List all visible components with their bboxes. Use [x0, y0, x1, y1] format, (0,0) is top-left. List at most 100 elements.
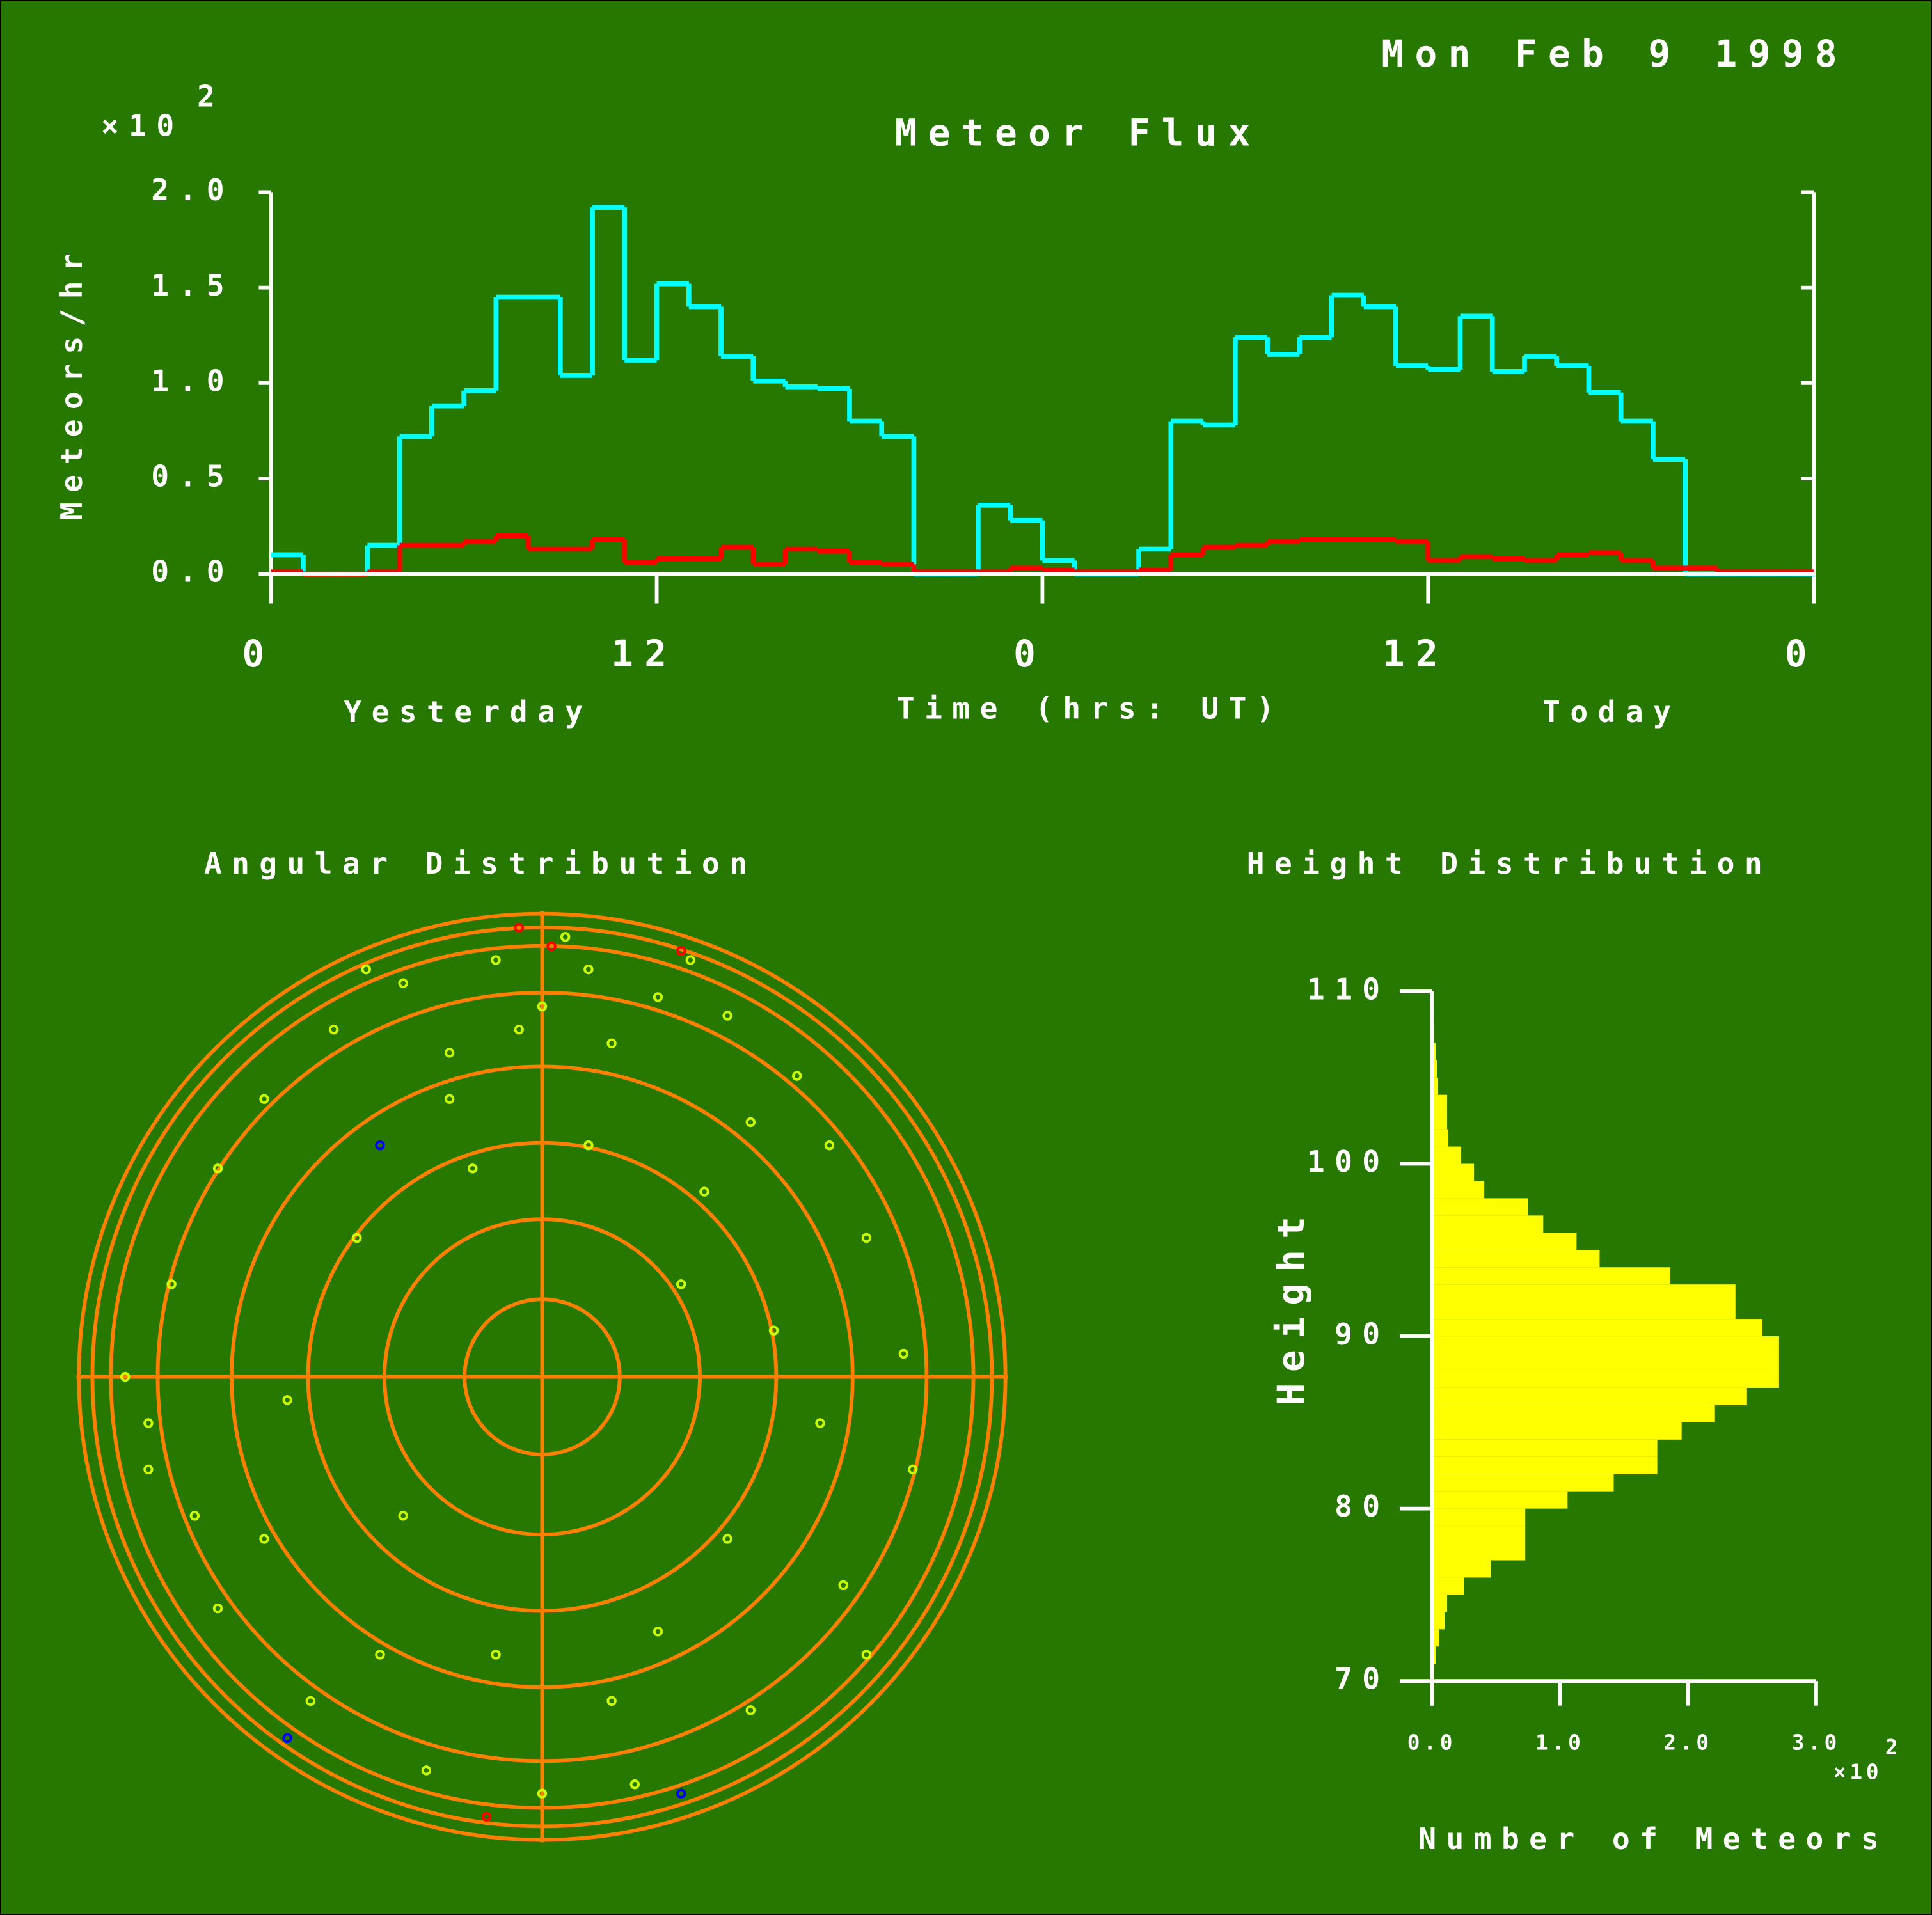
meteor-point [259, 1094, 269, 1104]
y-tick-label: 110 [1307, 972, 1390, 1006]
bar [1432, 1646, 1436, 1664]
bar [1432, 1629, 1440, 1647]
bar [1432, 1370, 1779, 1388]
flux-y-label: Meteors/hr [54, 244, 89, 520]
meteor-point [166, 1279, 177, 1289]
y-tick-label: 70 [1334, 1662, 1390, 1696]
meteor-point [560, 932, 571, 942]
meteor-point [212, 1163, 223, 1174]
y-tick-label: 0.5 [151, 459, 234, 494]
polar-title: Angular Distribution [204, 846, 757, 881]
height-multiplier-exp: 2 [1885, 1735, 1901, 1760]
polar-rings [76, 911, 1008, 1843]
x-tick-label: 12 [1382, 632, 1449, 675]
meteor-point [745, 1117, 756, 1128]
meteor-point [722, 1534, 732, 1544]
bar [1432, 1250, 1600, 1268]
meteor-point [537, 1001, 548, 1012]
flux-multiplier: ×10 [101, 109, 184, 143]
bar [1432, 1319, 1762, 1337]
meteor-point [676, 1788, 686, 1799]
meteor-point [792, 1071, 802, 1081]
height-x-label: Number of Meteors [1418, 1822, 1888, 1856]
bar [1432, 1181, 1485, 1199]
meteor-point [653, 1627, 663, 1637]
x-tick-label: 1.0 [1535, 1730, 1584, 1754]
meteor-point [212, 1603, 223, 1614]
height-multiplier: ×10 [1833, 1760, 1882, 1785]
bar [1432, 1267, 1670, 1285]
meteor-point [282, 1395, 292, 1405]
bar [1432, 1456, 1658, 1474]
date: Mon Feb 9 1998 [1381, 32, 1848, 75]
meteor-point [468, 1163, 478, 1174]
bar [1432, 1233, 1577, 1250]
y-tick-label: 100 [1307, 1144, 1390, 1179]
meteor-point [361, 964, 371, 975]
meteor-point [514, 1024, 524, 1035]
bar [1432, 1302, 1736, 1320]
meteor-point [908, 1464, 918, 1475]
bar [1432, 1198, 1528, 1216]
meteor-point [685, 955, 695, 965]
meteor-point [328, 1024, 339, 1035]
bar [1432, 1163, 1475, 1181]
y-tick-label: 1.0 [151, 363, 234, 398]
meteor-point [861, 1233, 872, 1243]
meteor-point [444, 1048, 455, 1058]
meteor-point [676, 945, 686, 956]
bar [1432, 1284, 1736, 1302]
meteor-point [398, 978, 408, 988]
bar [1432, 1077, 1439, 1095]
bar [1432, 1405, 1715, 1422]
meteor-point [120, 1371, 131, 1382]
meteor-point [537, 1788, 548, 1799]
bar [1432, 1129, 1449, 1147]
meteor-point [189, 1511, 200, 1521]
bar [1432, 1491, 1568, 1509]
bar [1432, 1336, 1779, 1354]
y-tick-label: 90 [1334, 1317, 1390, 1352]
x-tick-label: 0 [242, 632, 275, 675]
meteor-point [606, 1038, 617, 1049]
meteor-point [546, 941, 557, 952]
flux-title: Meteor Flux [895, 111, 1262, 154]
bar [1432, 1560, 1491, 1578]
meteor-point [722, 1011, 732, 1021]
meteor-point [676, 1279, 686, 1289]
meteor-point [745, 1705, 756, 1715]
bar [1432, 1595, 1448, 1612]
annotation: Today [1542, 695, 1681, 729]
y-tick-label: 80 [1334, 1489, 1390, 1524]
bar [1432, 1439, 1658, 1457]
meteor-point [375, 1140, 385, 1151]
bar [1432, 1353, 1779, 1371]
meteor-point [491, 955, 501, 965]
meteor-point [898, 1348, 909, 1359]
flux-x-label: Time (hrs: UT) [897, 691, 1284, 725]
meteor-point [606, 1696, 617, 1706]
meteor-point [421, 1765, 432, 1776]
bar [1432, 1094, 1448, 1112]
bar [1432, 1387, 1747, 1405]
bar [1432, 1060, 1437, 1078]
meteor-point [629, 1779, 640, 1790]
meteor-point [444, 1094, 455, 1104]
x-tick-label: 3.0 [1792, 1730, 1841, 1754]
meteor-point [352, 1233, 362, 1243]
meteor-point [699, 1186, 709, 1197]
meteor-point [143, 1418, 154, 1428]
bar [1432, 1043, 1436, 1060]
height-y-label: Height [1269, 1206, 1313, 1406]
bar [1432, 1146, 1462, 1164]
meteor-point [491, 1650, 501, 1660]
meteor-point [824, 1140, 835, 1151]
bar [1432, 1422, 1682, 1440]
bar [1432, 1543, 1526, 1561]
bar [1432, 1525, 1526, 1543]
x-tick-label: 0 [1013, 632, 1047, 675]
meteor-point [375, 1650, 385, 1660]
x-tick-label: 2.0 [1663, 1730, 1712, 1754]
